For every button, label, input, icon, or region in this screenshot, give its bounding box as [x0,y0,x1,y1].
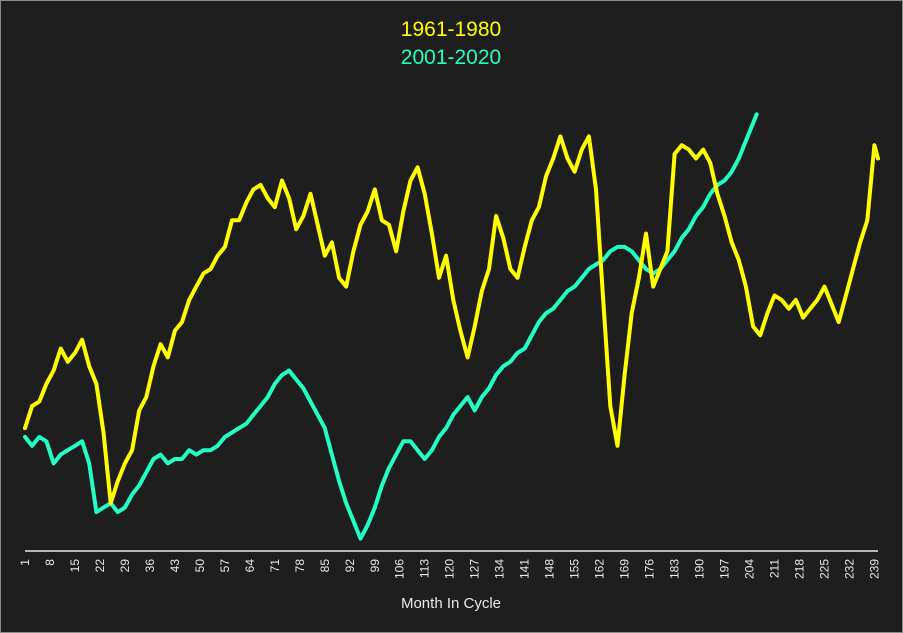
x-tick-label: 29 [118,559,132,573]
x-tick-label: 64 [243,559,257,573]
x-tick-label: 113 [418,559,432,578]
x-tick-label: 15 [68,559,82,573]
x-tick-label: 218 [793,559,807,579]
x-tick-label: 71 [268,559,282,573]
x-tick-label: 50 [193,559,207,573]
x-tick-label: 92 [343,559,357,573]
legend-entry-2001-2020: 2001-2020 [401,46,501,69]
x-tick-label: 169 [618,559,632,579]
x-tick-label: 183 [668,559,682,579]
x-tick-label: 127 [468,559,482,579]
x-tick-label: 148 [543,559,557,579]
x-tick-label: 57 [218,559,232,573]
x-tick-label: 78 [293,559,307,573]
x-tick-label: 1 [18,559,32,566]
x-tick-label: 36 [143,559,157,573]
x-tick-label: 211 [768,559,782,578]
x-axis-ticks: 1 8 15 22 29 36 43 50 57 64 71 78 85 92 99 106 113 120 127… [18,559,881,579]
legend-entry-1961-1980: 1961-1980 [401,18,501,41]
x-tick-label: 176 [643,559,657,579]
x-tick-label: 239 [867,559,881,579]
x-tick-label: 232 [842,559,856,579]
x-axis-title: Month In Cycle [401,595,501,612]
series-lines [23,112,880,541]
x-tick-label: 134 [493,559,507,579]
x-tick-label: 99 [368,559,382,573]
x-tick-label: 155 [568,559,582,579]
series-line-2001-2020 [23,112,759,541]
x-tick-label: 120 [443,559,457,579]
x-tick-label: 43 [168,559,182,573]
legend: 1961-1980 2001-2020 [401,18,501,69]
x-tick-label: 85 [318,559,332,573]
series-line-1961-1980 [23,134,880,506]
x-tick-label: 190 [693,559,707,579]
x-tick-label: 204 [743,559,757,579]
x-tick-label: 106 [393,559,407,579]
x-tick-label: 8 [43,559,57,566]
x-tick-label: 197 [718,559,732,579]
x-tick-label: 225 [818,559,832,579]
x-tick-label: 141 [518,559,532,579]
x-tick-label: 162 [593,559,607,579]
x-tick-label: 22 [93,559,107,573]
